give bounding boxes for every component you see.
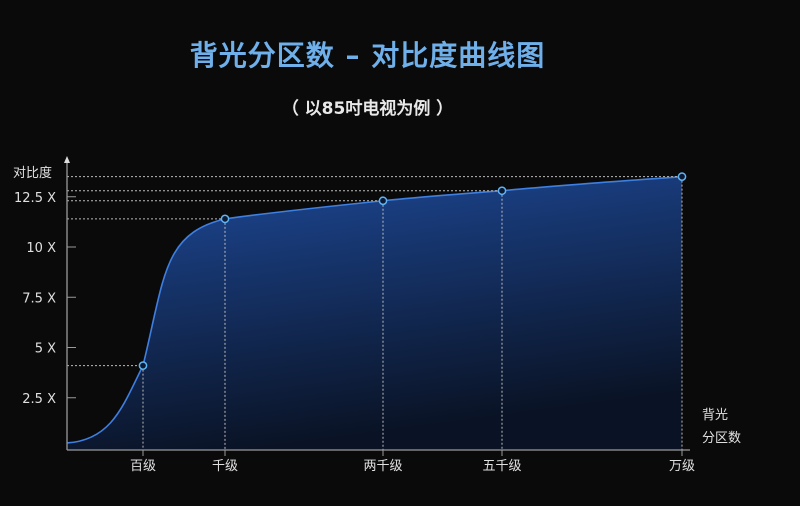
y-tick-label: 10 X [26,241,56,256]
y-tick-label: 5 X [35,342,56,357]
x-tick-label: 百级 [130,459,156,474]
data-point-marker [220,214,230,224]
data-point-marker [497,186,507,196]
data-point-marker [378,196,388,206]
chart-subtitle: （ 以85吋电视为例 ） [281,99,454,119]
y-axis-arrow [64,156,70,163]
y-axis-label: 对比度 [13,165,52,181]
data-point-marker [138,361,148,370]
x-axis-label-line1: 背光 [702,408,728,423]
x-axis-label-line2: 分区数 [702,431,741,446]
area-fill [67,176,682,450]
chart-title: 背光分区数 – 对比度曲线图 [189,39,546,72]
x-tick-label: 千级 [212,459,238,474]
x-tick-label: 万级 [669,459,695,474]
y-tick-label: 7.5 X [22,291,56,306]
contrast-curve-line [66,175,683,444]
x-tick-label: 两千级 [363,459,402,474]
y-tick-label: 12.5 X [14,191,56,206]
x-tick-label: 五千级 [482,459,521,474]
data-point-marker [677,172,687,181]
y-tick-label: 2.5 X [22,392,56,407]
